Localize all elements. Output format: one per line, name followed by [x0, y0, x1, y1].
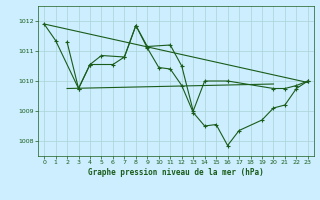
X-axis label: Graphe pression niveau de la mer (hPa): Graphe pression niveau de la mer (hPa) [88, 168, 264, 177]
